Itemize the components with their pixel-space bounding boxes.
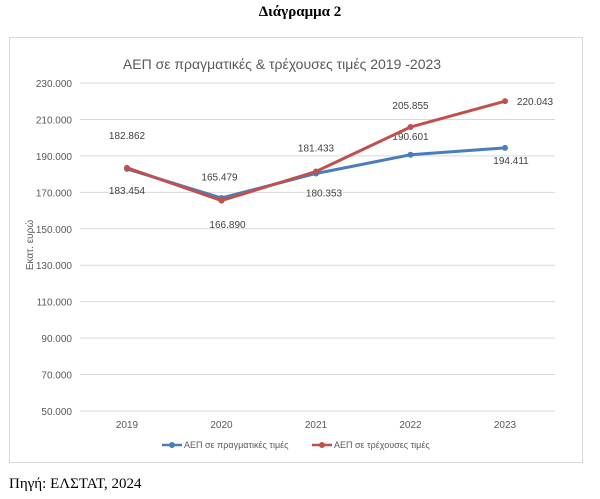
y-tick-label: 210.000 bbox=[36, 115, 73, 126]
y-tick-label: 230.000 bbox=[36, 79, 73, 90]
legend-marker bbox=[319, 442, 325, 448]
legend-marker bbox=[169, 442, 175, 448]
data-label: 190.601 bbox=[392, 132, 429, 143]
y-tick-label: 190.000 bbox=[36, 152, 73, 163]
data-label: 165.479 bbox=[201, 173, 238, 184]
y-tick-label: 50.000 bbox=[41, 407, 72, 418]
source-note: Πηγή: ΕΛΣΤΑΤ, 2024 bbox=[9, 476, 142, 492]
chart-title: ΑΕΠ σε πραγματικές & τρέχουσες τιμές 201… bbox=[123, 56, 441, 72]
y-tick-label: 90.000 bbox=[41, 334, 72, 345]
data-label: 180.353 bbox=[306, 188, 343, 199]
y-tick-label: 150.000 bbox=[36, 225, 73, 236]
data-label: 183.454 bbox=[109, 186, 146, 197]
x-tick-label: 2021 bbox=[305, 420, 328, 431]
data-point bbox=[124, 164, 130, 171]
y-tick-label: 110.000 bbox=[37, 298, 73, 309]
data-label: 205.855 bbox=[392, 101, 429, 112]
y-axis-label: Εκατ. ευρώ bbox=[24, 220, 36, 270]
y-tick-label: 70.000 bbox=[41, 371, 72, 382]
chart-frame bbox=[9, 37, 583, 463]
data-label: 182.862 bbox=[109, 131, 146, 142]
legend-label: ΑΕΠ σε τρέχουσες τιμές bbox=[334, 440, 430, 450]
figure-heading: Διάγραμμα 2 bbox=[258, 4, 342, 20]
data-point bbox=[407, 151, 414, 158]
x-tick-label: 2023 bbox=[494, 420, 517, 431]
data-point bbox=[502, 144, 508, 151]
x-tick-label: 2020 bbox=[210, 420, 233, 431]
data-point bbox=[313, 168, 319, 175]
data-label: 181.433 bbox=[298, 143, 335, 154]
y-tick-label: 130.000 bbox=[36, 261, 73, 272]
data-label: 194.411 bbox=[493, 156, 529, 167]
data-point bbox=[218, 197, 225, 204]
data-label: 166.890 bbox=[209, 220, 246, 231]
legend-label: ΑΕΠ σε πραγματικές τιμές bbox=[184, 440, 289, 450]
x-tick-label: 2022 bbox=[399, 420, 422, 431]
x-tick-label: 2019 bbox=[116, 420, 139, 431]
data-point bbox=[502, 98, 508, 105]
data-point bbox=[407, 123, 414, 130]
data-label: 220.043 bbox=[517, 97, 554, 108]
y-tick-label: 170.000 bbox=[36, 188, 73, 199]
